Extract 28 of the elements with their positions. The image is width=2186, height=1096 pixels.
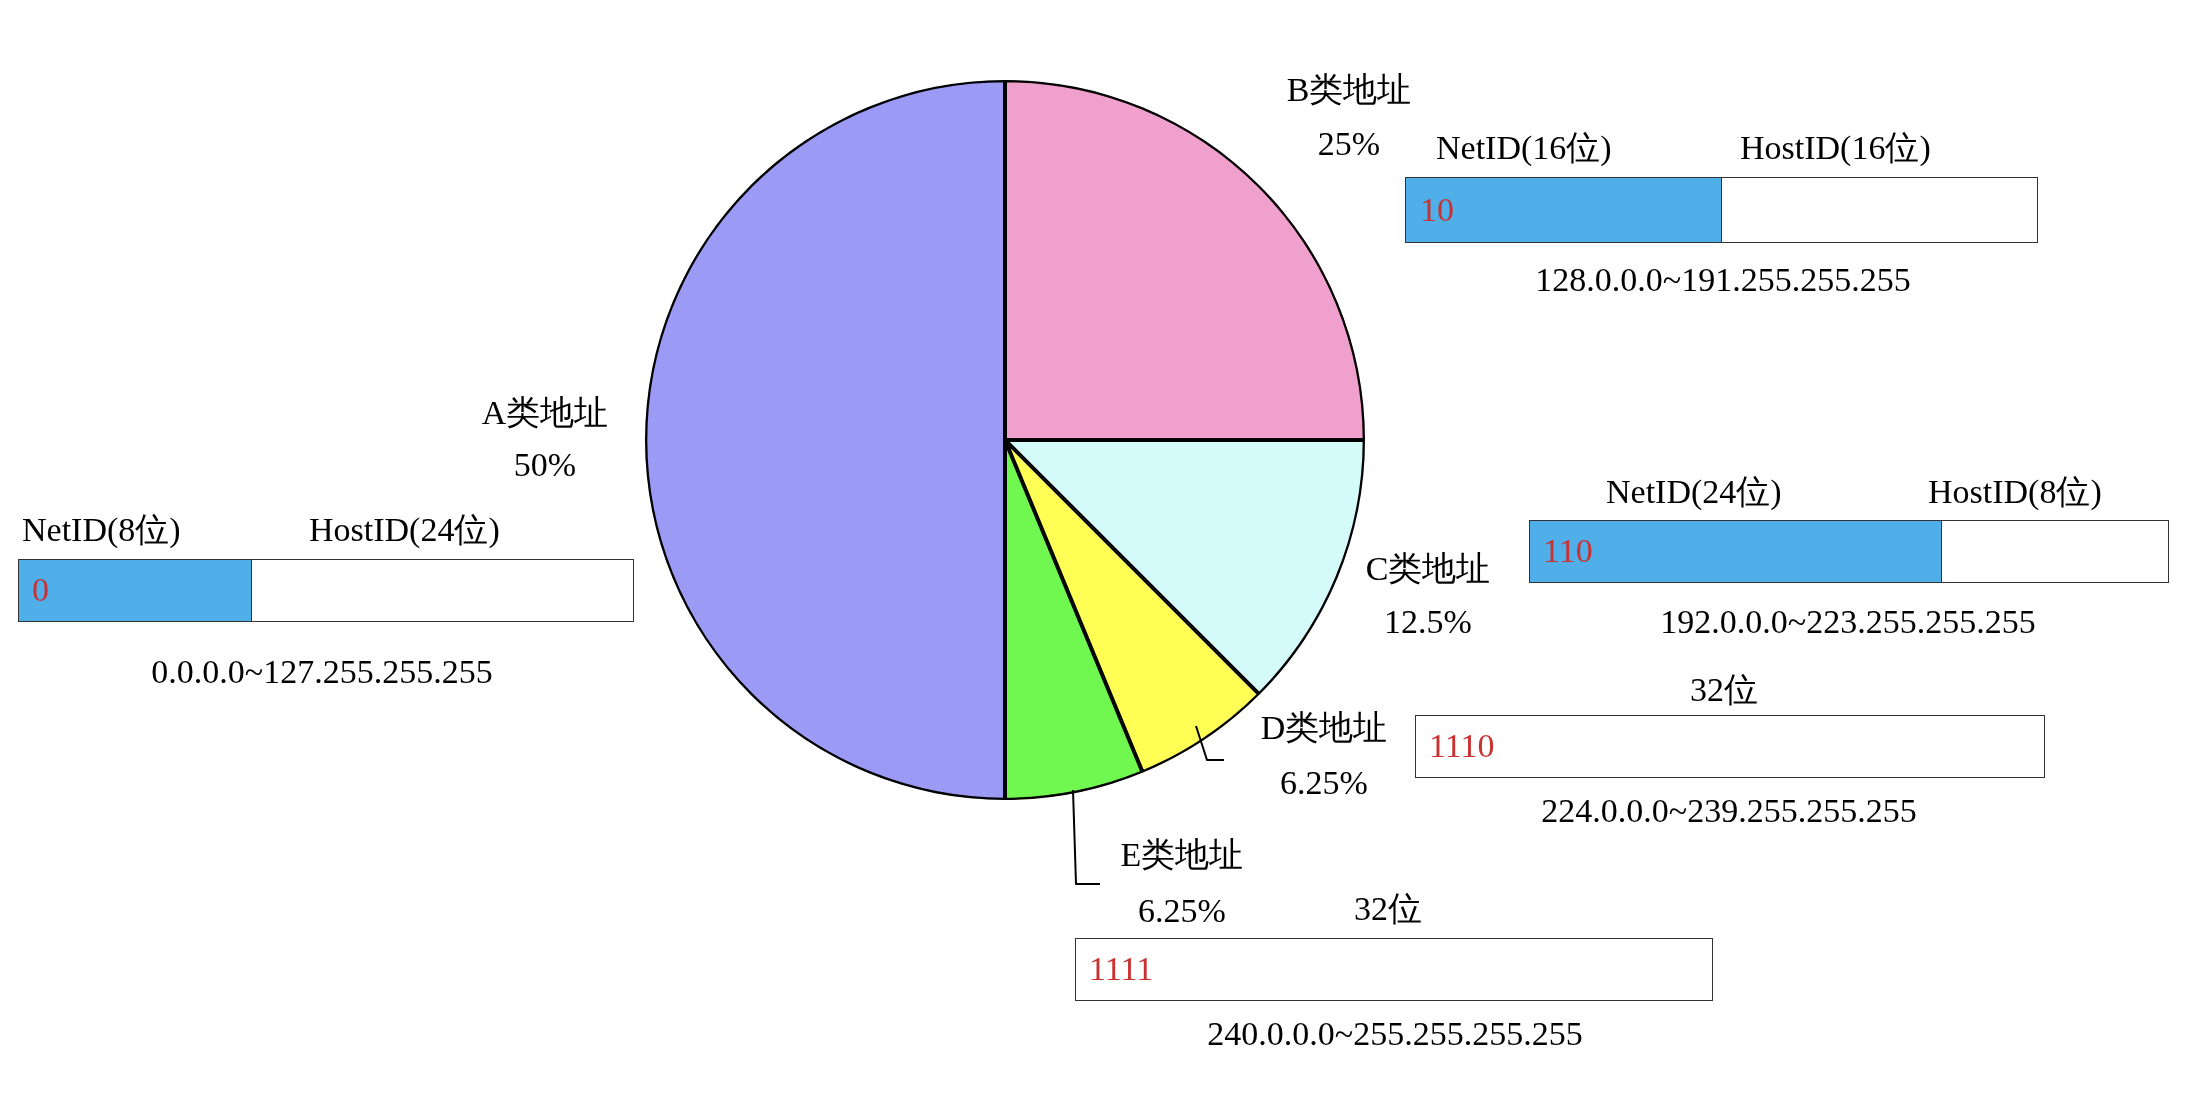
text: 110: [1543, 531, 1593, 571]
slice-label: D类地址: [1260, 708, 1388, 746]
data-label: 6.25%: [1280, 763, 1368, 801]
text: 224.0.0.0~239.255.255.255: [1541, 791, 1917, 831]
text: 32位: [1354, 889, 1422, 929]
data-label: 25%: [1317, 124, 1381, 162]
data-label: 12.5%: [1384, 602, 1472, 640]
slice-label: B类地址: [1286, 70, 1412, 108]
data-label: 50%: [513, 445, 577, 483]
text: 192.0.0.0~223.255.255.255: [1660, 602, 2036, 642]
text: NetID(24位): [1606, 472, 1782, 512]
text: HostID(16位): [1740, 128, 1931, 168]
text: 1110: [1429, 726, 1495, 766]
text: 240.0.0.0~255.255.255.255: [1207, 1014, 1583, 1054]
text: 128.0.0.0~191.255.255.255: [1535, 260, 1911, 300]
text: 10: [1420, 190, 1454, 230]
text: HostID(24位): [309, 510, 500, 550]
text: 0: [32, 570, 49, 610]
text: 1111: [1089, 949, 1154, 989]
text: 32位: [1690, 670, 1758, 710]
slice-label: A类地址: [481, 393, 609, 431]
slice-label: E类地址: [1120, 835, 1244, 873]
text: 0.0.0.0~127.255.255.255: [151, 652, 493, 692]
text: NetID(8位): [22, 510, 181, 550]
data-label: 6.25%: [1138, 891, 1226, 929]
text: HostID(8位): [1928, 472, 2102, 512]
text: NetID(16位): [1436, 128, 1612, 168]
slice-label: C类地址: [1365, 549, 1491, 587]
